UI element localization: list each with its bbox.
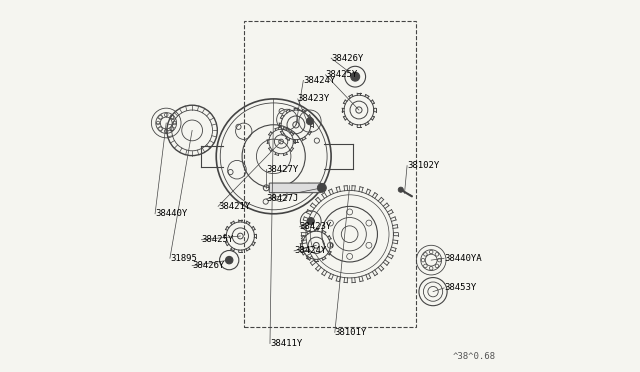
Text: 38423Y: 38423Y: [298, 94, 330, 103]
Circle shape: [351, 72, 360, 81]
Text: 38427J: 38427J: [266, 195, 298, 203]
FancyBboxPatch shape: [269, 183, 321, 193]
Text: 38424Y: 38424Y: [294, 246, 326, 255]
Text: 38424Y: 38424Y: [303, 76, 335, 85]
Text: 38102Y: 38102Y: [407, 161, 439, 170]
Bar: [244, 21, 417, 327]
Circle shape: [225, 256, 233, 264]
Text: 38440Y: 38440Y: [155, 209, 188, 218]
Text: 38426Y: 38426Y: [192, 261, 225, 270]
Text: 38426Y: 38426Y: [331, 54, 364, 62]
Text: 38453Y: 38453Y: [444, 283, 476, 292]
Text: 38411Y: 38411Y: [270, 339, 302, 348]
Circle shape: [307, 118, 314, 125]
Text: 31895: 31895: [170, 254, 196, 263]
Text: 38421Y: 38421Y: [218, 202, 250, 211]
Circle shape: [317, 183, 326, 192]
Text: 38440YA: 38440YA: [444, 254, 482, 263]
Text: 38427Y: 38427Y: [266, 165, 298, 174]
Text: 38101Y: 38101Y: [335, 328, 367, 337]
Text: 38425Y: 38425Y: [326, 70, 358, 79]
Text: 38425Y: 38425Y: [202, 235, 234, 244]
Text: 38423Y: 38423Y: [300, 222, 332, 231]
Text: ^38^0.68: ^38^0.68: [453, 352, 496, 361]
Circle shape: [307, 218, 314, 225]
Circle shape: [398, 187, 403, 192]
